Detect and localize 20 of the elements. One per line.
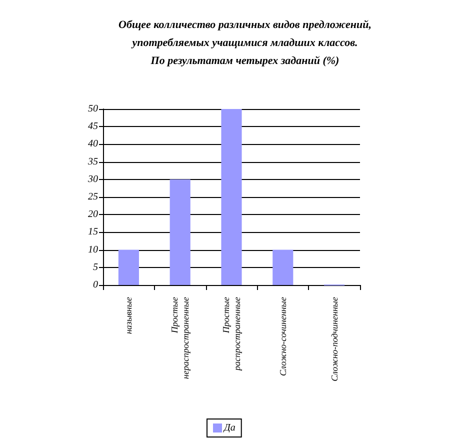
y-tick-label: 40 (88, 138, 98, 150)
x-tick-label: назывные (124, 297, 134, 334)
y-tick-label: 35 (87, 156, 98, 168)
y-tick-label: 25 (88, 192, 98, 202)
y-tick-label: 0 (93, 280, 98, 290)
y-tick-label: 50 (88, 104, 98, 114)
bar (272, 250, 294, 285)
bar (170, 179, 190, 285)
y-tick-label: 20 (88, 209, 98, 220)
bar (221, 109, 242, 285)
y-tick-label: 45 (88, 121, 98, 132)
legend-label: Да (223, 422, 236, 434)
y-tick-label: 5 (93, 262, 98, 273)
y-tick-label: 30 (87, 174, 98, 185)
x-tick-label: Сложно-сочиненные (278, 297, 288, 376)
y-tick-label: 15 (88, 226, 98, 238)
chart-title: Общее колличество различных видов предложений, употребляемых учащимися младших классов. По результатам четырех заданий (%) (118, 19, 372, 67)
y-tick-label: 10 (88, 244, 98, 256)
bar (118, 250, 139, 285)
x-tick-label: Сложно-подчиненные (329, 297, 340, 382)
